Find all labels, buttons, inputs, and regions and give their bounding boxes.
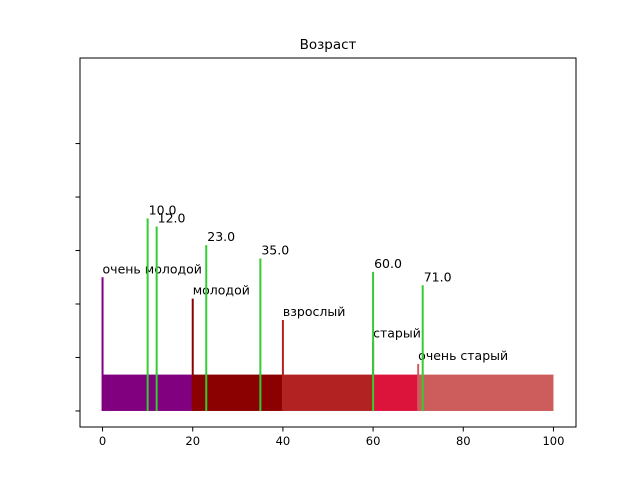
value-label: 60.0 bbox=[374, 256, 402, 271]
x-tick-label: 20 bbox=[185, 434, 200, 448]
x-tick-label: 60 bbox=[366, 434, 381, 448]
value-label: 23.0 bbox=[207, 229, 235, 244]
x-tick-label: 40 bbox=[276, 434, 291, 448]
chart-title: Возраст bbox=[300, 37, 357, 53]
value-label: 71.0 bbox=[424, 269, 452, 284]
x-tick-label: 0 bbox=[99, 434, 106, 448]
x-axis: 0 20 40 60 80 100 bbox=[99, 427, 564, 448]
category-label: молодой bbox=[193, 283, 250, 298]
value-label: 12.0 bbox=[158, 210, 186, 225]
y-axis bbox=[75, 143, 80, 412]
segment-bar bbox=[192, 374, 283, 411]
category-label: очень молодой bbox=[103, 261, 202, 276]
segment-bar bbox=[418, 374, 554, 411]
segment-bar bbox=[282, 374, 374, 411]
plot-area: очень молодой молодой взрослый старый очень … bbox=[101, 202, 554, 411]
category-label: старый bbox=[373, 325, 421, 340]
value-label: 10.0 bbox=[149, 202, 177, 217]
x-tick-label: 100 bbox=[542, 434, 564, 448]
x-tick-label: 80 bbox=[456, 434, 471, 448]
segment-bar bbox=[373, 374, 419, 411]
category-label: очень старый bbox=[418, 348, 508, 363]
axes-frame bbox=[79, 57, 577, 428]
value-label: 35.0 bbox=[261, 243, 289, 258]
category-label: взрослый bbox=[283, 304, 345, 319]
